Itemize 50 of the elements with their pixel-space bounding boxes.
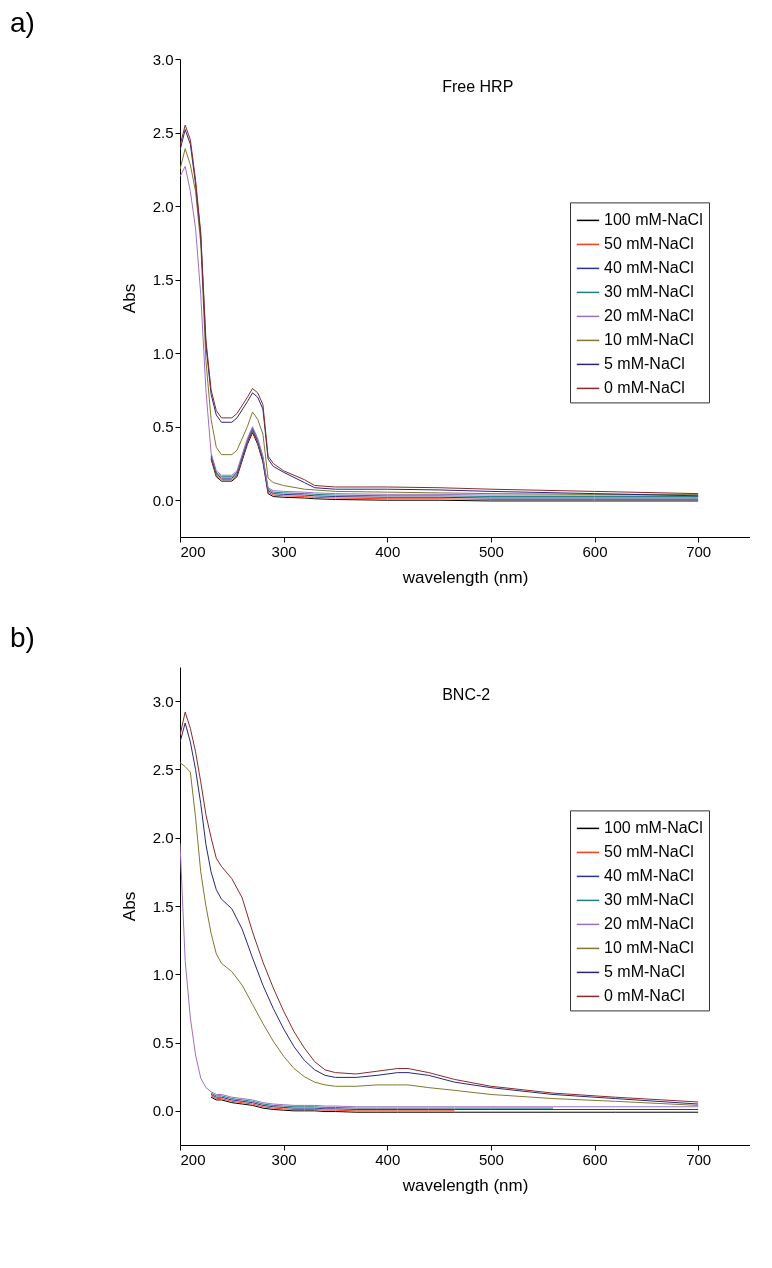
- x-tick-label: 700: [686, 1150, 712, 1168]
- legend-label: 50 mM-NaCl: [604, 235, 694, 253]
- y-tick-label: 0.5: [152, 418, 174, 436]
- legend-label: 10 mM-NaCl: [604, 331, 694, 349]
- legend-label: 0 mM-NaCl: [604, 379, 685, 397]
- legend-label: 0 mM-NaCl: [604, 987, 685, 1005]
- chart-title: a): [10, 7, 35, 38]
- legend-label: 100 mM-NaCl: [604, 211, 703, 229]
- x-tick-label: 200: [180, 542, 206, 560]
- x-tick-label: 400: [375, 542, 401, 560]
- y-tick-label: 3.0: [152, 692, 174, 710]
- legend-label: 5 mM-NaCl: [604, 355, 685, 373]
- x-tick-label: 700: [686, 542, 712, 560]
- legend-label: 50 mM-NaCl: [604, 843, 694, 861]
- legend-label: 30 mM-NaCl: [604, 891, 694, 909]
- x-tick-label: 600: [582, 1150, 608, 1168]
- annotation: BNC-2: [442, 686, 491, 703]
- y-tick-label: 2.0: [152, 197, 174, 215]
- x-axis-title: wavelength (nm): [401, 1175, 529, 1195]
- legend-label: 20 mM-NaCl: [604, 915, 694, 933]
- y-tick-label: 1.0: [152, 344, 174, 362]
- legend-label: 10 mM-NaCl: [604, 939, 694, 957]
- x-tick-label: 300: [271, 542, 297, 560]
- x-tick-label: 600: [582, 542, 608, 560]
- chart-title: b): [10, 622, 35, 653]
- legend-label: 20 mM-NaCl: [604, 307, 694, 325]
- annotation: Free HRP: [442, 78, 514, 95]
- legend-label: 30 mM-NaCl: [604, 283, 694, 301]
- y-tick-label: 2.0: [152, 829, 174, 847]
- y-tick-label: 1.5: [152, 271, 174, 289]
- legend-label: 40 mM-NaCl: [604, 867, 694, 885]
- y-tick-label: 1.5: [152, 897, 174, 915]
- legend-label: 100 mM-NaCl: [604, 819, 703, 837]
- y-tick-label: 0.5: [152, 1034, 174, 1052]
- x-axis-title: wavelength (nm): [401, 567, 529, 587]
- y-tick-label: 1.0: [152, 965, 174, 983]
- y-tick-label: 2.5: [152, 760, 174, 778]
- legend-label: 5 mM-NaCl: [604, 963, 685, 981]
- x-tick-label: 500: [478, 542, 504, 560]
- x-tick-label: 300: [271, 1150, 297, 1168]
- y-tick-label: 3.0: [152, 50, 174, 68]
- y-axis-title: Abs: [119, 283, 139, 314]
- legend-label: 40 mM-NaCl: [604, 259, 694, 277]
- y-tick-label: 0.0: [152, 491, 174, 509]
- y-tick-label: 2.5: [152, 124, 174, 142]
- x-tick-label: 200: [180, 1150, 206, 1168]
- y-axis-title: Abs: [119, 891, 139, 922]
- y-tick-label: 0.0: [152, 1102, 174, 1120]
- x-tick-label: 500: [478, 1150, 504, 1168]
- x-tick-label: 400: [375, 1150, 401, 1168]
